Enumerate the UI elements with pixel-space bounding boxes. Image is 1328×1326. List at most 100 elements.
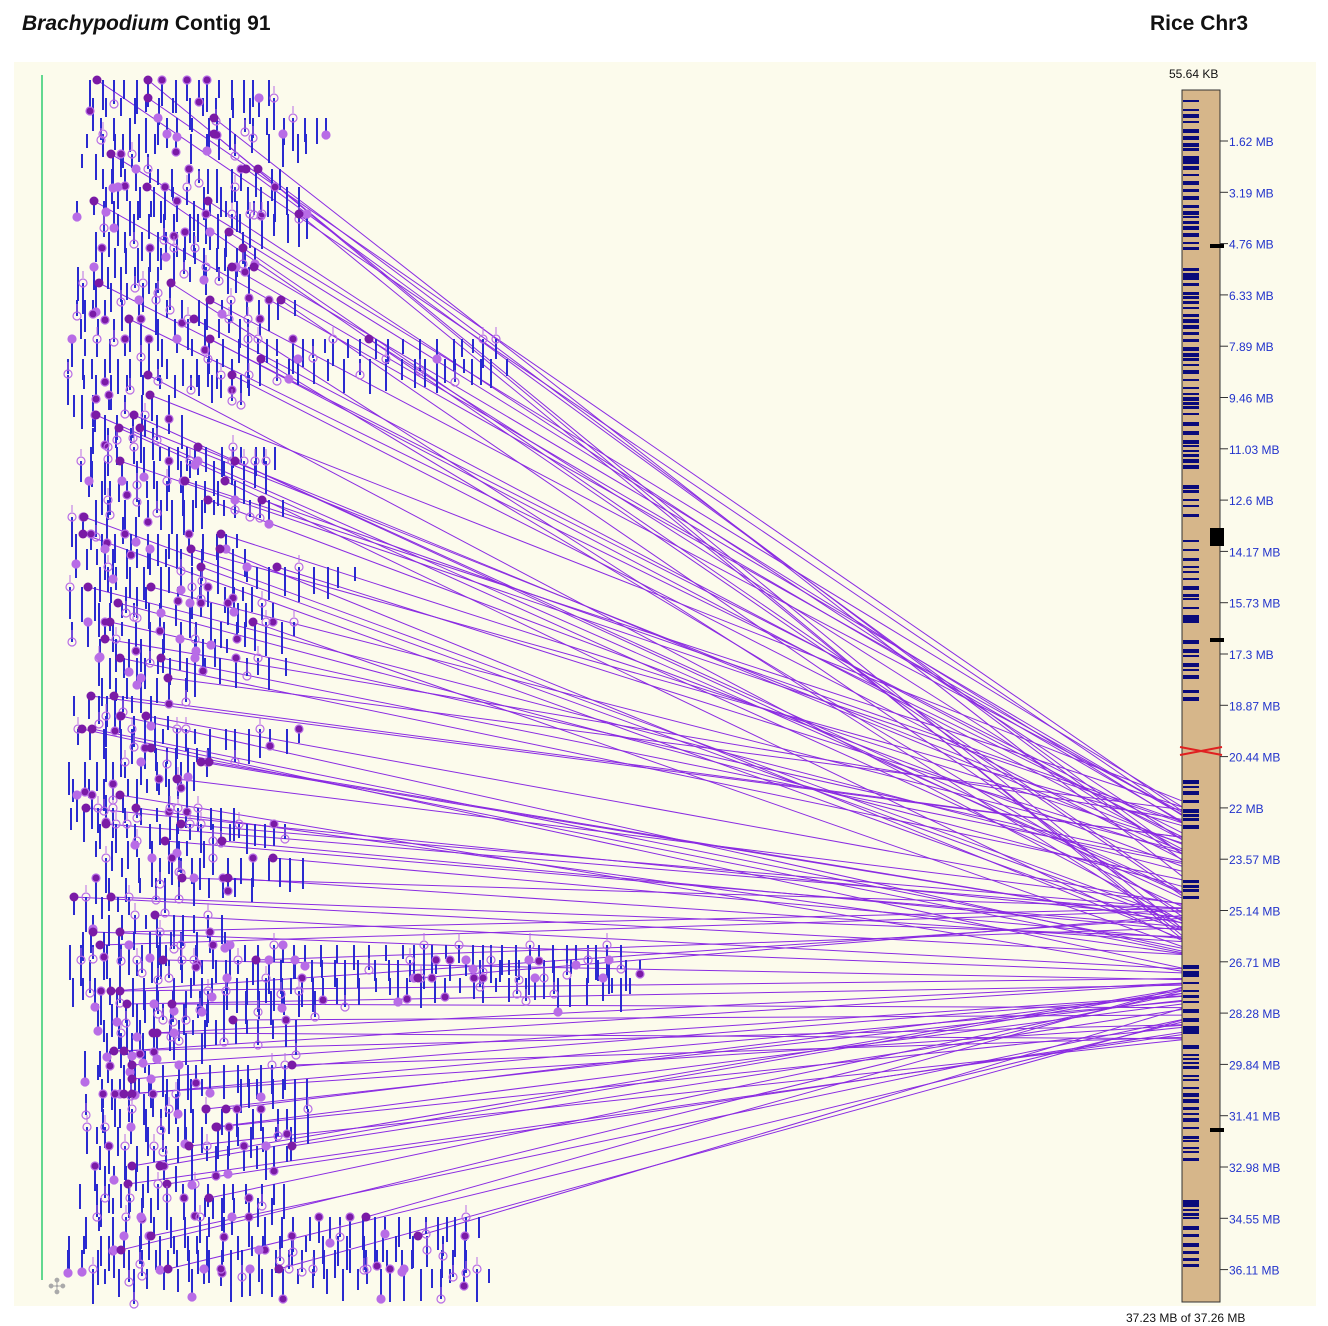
- link-anchor: [196, 562, 206, 572]
- synteny-link: [131, 995, 1183, 1080]
- gene-band: [1183, 655, 1199, 657]
- link-anchor: [205, 295, 215, 305]
- feature-marker: [153, 975, 163, 985]
- feature-marker: [136, 314, 146, 324]
- link-anchor: [268, 853, 278, 863]
- gene-band: [1183, 1209, 1199, 1211]
- feature-marker: [96, 986, 106, 996]
- feature-marker: [145, 658, 155, 668]
- feature-marker: [478, 973, 488, 983]
- feature-marker: [288, 113, 298, 123]
- feature-marker: [165, 305, 175, 315]
- synteny-link: [147, 79, 1183, 929]
- synteny-link: [219, 548, 1183, 940]
- synteny-link: [180, 823, 1183, 910]
- feature-marker: [380, 1229, 390, 1239]
- species-name: Brachypodium: [22, 12, 170, 35]
- feature-marker: [253, 334, 263, 344]
- synteny-link: [154, 914, 1183, 970]
- feature-marker: [156, 608, 166, 618]
- feature-marker: [91, 394, 101, 404]
- feature-marker: [264, 519, 274, 529]
- feature-marker: [602, 940, 612, 950]
- gene-band: [1183, 370, 1199, 374]
- gene-band: [1183, 296, 1199, 299]
- feature-marker: [173, 1109, 183, 1119]
- feature-marker: [101, 853, 111, 863]
- feature-marker: [93, 1026, 103, 1036]
- feature-marker: [244, 1193, 254, 1203]
- feature-marker: [205, 1088, 215, 1098]
- feature-marker: [232, 634, 242, 644]
- feature-marker: [98, 1089, 108, 1099]
- gene-band: [1183, 247, 1199, 250]
- feature-marker: [310, 1012, 320, 1022]
- feature-marker: [67, 637, 77, 647]
- feature-marker: [475, 982, 485, 992]
- feature-marker: [521, 996, 531, 1006]
- link-anchor: [209, 113, 219, 123]
- feature-marker: [261, 973, 271, 983]
- link-anchor: [364, 334, 374, 344]
- feature-marker: [203, 986, 213, 996]
- synteny-link: [147, 97, 1183, 812]
- feature-marker: [184, 529, 194, 539]
- feature-marker: [223, 1169, 233, 1179]
- feature-marker: [282, 1129, 292, 1139]
- gene-band: [1183, 1147, 1199, 1149]
- feature-marker: [121, 1018, 131, 1028]
- link-anchor: [91, 410, 101, 420]
- tick-label: 7.89 MB: [1229, 340, 1274, 354]
- link-anchor: [77, 724, 87, 734]
- link-anchor: [115, 986, 125, 996]
- synteny-link: [207, 499, 1183, 867]
- feature-marker: [124, 667, 134, 677]
- link-anchor: [216, 529, 226, 539]
- feature-marker: [200, 345, 210, 355]
- feature-marker: [172, 334, 182, 344]
- feature-marker: [362, 1264, 372, 1274]
- feature-marker: [161, 252, 171, 262]
- synteny-link: [365, 986, 1183, 1218]
- synteny-link: [225, 992, 1183, 1110]
- link-anchor: [89, 196, 99, 206]
- feature-marker: [193, 803, 203, 813]
- feature-marker: [224, 1122, 234, 1132]
- feature-marker: [203, 910, 213, 920]
- feature-marker: [88, 954, 98, 964]
- feature-marker: [104, 390, 114, 400]
- link-anchor: [220, 476, 230, 486]
- feature-marker: [111, 819, 121, 829]
- synteny-link: [276, 566, 1183, 855]
- link-anchor: [209, 129, 219, 139]
- link-anchor: [193, 442, 203, 452]
- feature-marker: [355, 370, 365, 380]
- feature-marker: [157, 75, 167, 85]
- feature-marker: [255, 724, 265, 734]
- feature-marker: [187, 582, 197, 592]
- link-anchor: [223, 873, 233, 883]
- feature-marker: [126, 1122, 136, 1132]
- feature-marker: [176, 585, 186, 595]
- feature-marker: [297, 1267, 307, 1277]
- feature-marker: [512, 989, 522, 999]
- synteny-link: [291, 1008, 1183, 1147]
- feature-marker: [155, 1265, 165, 1275]
- move-icon[interactable]: ✣: [47, 1274, 67, 1299]
- feature-marker: [164, 973, 174, 983]
- feature-marker: [132, 480, 142, 490]
- feature-marker: [182, 75, 192, 85]
- contig-name: Contig 91: [169, 12, 271, 35]
- feature-marker: [248, 133, 258, 143]
- feature-marker: [472, 1264, 482, 1274]
- gene-band: [1183, 422, 1199, 426]
- feature-marker: [127, 149, 137, 159]
- gene-band: [1183, 1045, 1199, 1049]
- gene-band: [1183, 896, 1199, 899]
- feature-marker: [185, 598, 195, 608]
- feature-marker: [112, 435, 122, 445]
- link-anchor: [251, 955, 261, 965]
- feature-marker: [197, 576, 207, 586]
- synteny-link: [215, 1003, 1183, 1128]
- link-anchor: [224, 227, 234, 237]
